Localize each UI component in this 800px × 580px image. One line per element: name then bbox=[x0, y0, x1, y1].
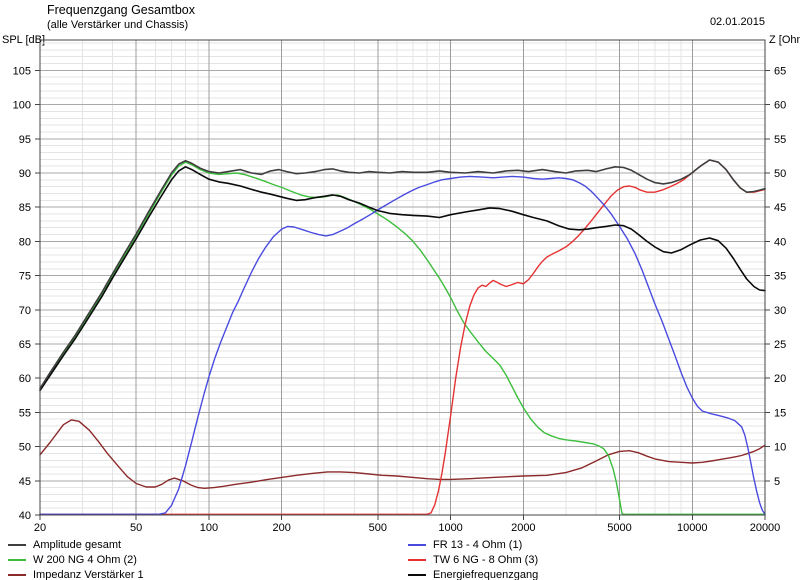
svg-text:100: 100 bbox=[13, 100, 31, 112]
svg-text:80: 80 bbox=[19, 236, 31, 248]
legend-label: FR 13 - 4 Ohm (1) bbox=[433, 538, 523, 551]
svg-text:40: 40 bbox=[774, 236, 786, 248]
svg-text:65: 65 bbox=[19, 339, 31, 351]
svg-text:65: 65 bbox=[774, 65, 786, 77]
svg-text:85: 85 bbox=[19, 202, 31, 214]
svg-text:10: 10 bbox=[774, 442, 786, 454]
svg-text:10000: 10000 bbox=[677, 522, 708, 534]
date-label: 02.01.2015 bbox=[709, 16, 765, 28]
legend-label: Amplitude gesamt bbox=[33, 538, 122, 551]
legend-item: Energiefrequenzgang bbox=[408, 567, 538, 580]
svg-text:50: 50 bbox=[774, 168, 786, 180]
energiefrequenzgang-swatch bbox=[408, 573, 426, 576]
svg-text:60: 60 bbox=[774, 100, 786, 112]
svg-text:30: 30 bbox=[774, 305, 786, 317]
svg-text:75: 75 bbox=[19, 271, 31, 283]
svg-text:5000: 5000 bbox=[607, 522, 631, 534]
svg-text:70: 70 bbox=[19, 305, 31, 317]
legend-item: W 200 NG 4 Ohm (2) bbox=[8, 552, 137, 567]
legend-item: Amplitude gesamt bbox=[8, 537, 121, 552]
spl-axis-title: SPL [dB] bbox=[2, 34, 46, 46]
svg-text:100: 100 bbox=[200, 522, 218, 534]
svg-text:45: 45 bbox=[19, 476, 31, 488]
chart-subtitle: (alle Verstärker und Chassis) bbox=[47, 19, 189, 31]
legend-item: TW 6 NG - 8 Ohm (3) bbox=[408, 552, 538, 567]
svg-text:1000: 1000 bbox=[438, 522, 462, 534]
woofer-swatch bbox=[8, 558, 26, 561]
impedanz-swatch bbox=[8, 573, 26, 576]
svg-text:500: 500 bbox=[369, 522, 387, 534]
svg-text:2000: 2000 bbox=[511, 522, 535, 534]
amplitude-gesamt-swatch bbox=[8, 543, 26, 546]
z-axis-title: Z [Ohm] bbox=[769, 34, 800, 46]
tweeter-swatch bbox=[408, 558, 426, 561]
svg-text:50: 50 bbox=[130, 522, 142, 534]
svg-text:25: 25 bbox=[774, 339, 786, 351]
svg-text:105: 105 bbox=[13, 65, 31, 77]
svg-text:45: 45 bbox=[774, 202, 786, 214]
svg-text:50: 50 bbox=[19, 442, 31, 454]
legend-label: W 200 NG 4 Ohm (2) bbox=[33, 553, 137, 566]
svg-text:200: 200 bbox=[272, 522, 290, 534]
svg-text:15: 15 bbox=[774, 407, 786, 419]
legend-label: TW 6 NG - 8 Ohm (3) bbox=[433, 553, 539, 566]
svg-text:95: 95 bbox=[19, 134, 31, 146]
legend-item: FR 13 - 4 Ohm (1) bbox=[408, 537, 522, 552]
legend-label: Energiefrequenzgang bbox=[433, 568, 539, 580]
svg-text:40: 40 bbox=[19, 510, 31, 522]
svg-text:20: 20 bbox=[34, 522, 46, 534]
legend-label: Impedanz Verstärker 1 bbox=[33, 568, 144, 580]
legend-item: Impedanz Verstärker 1 bbox=[8, 567, 144, 580]
svg-text:5: 5 bbox=[774, 476, 780, 488]
chart-title: Frequenzgang Gesamtbox bbox=[47, 3, 196, 17]
svg-text:20: 20 bbox=[774, 373, 786, 385]
fullrange-swatch bbox=[408, 543, 426, 546]
svg-text:55: 55 bbox=[774, 134, 786, 146]
svg-text:90: 90 bbox=[19, 168, 31, 180]
svg-text:35: 35 bbox=[774, 271, 786, 283]
svg-text:60: 60 bbox=[19, 373, 31, 385]
svg-text:20000: 20000 bbox=[750, 522, 781, 534]
svg-text:55: 55 bbox=[19, 407, 31, 419]
